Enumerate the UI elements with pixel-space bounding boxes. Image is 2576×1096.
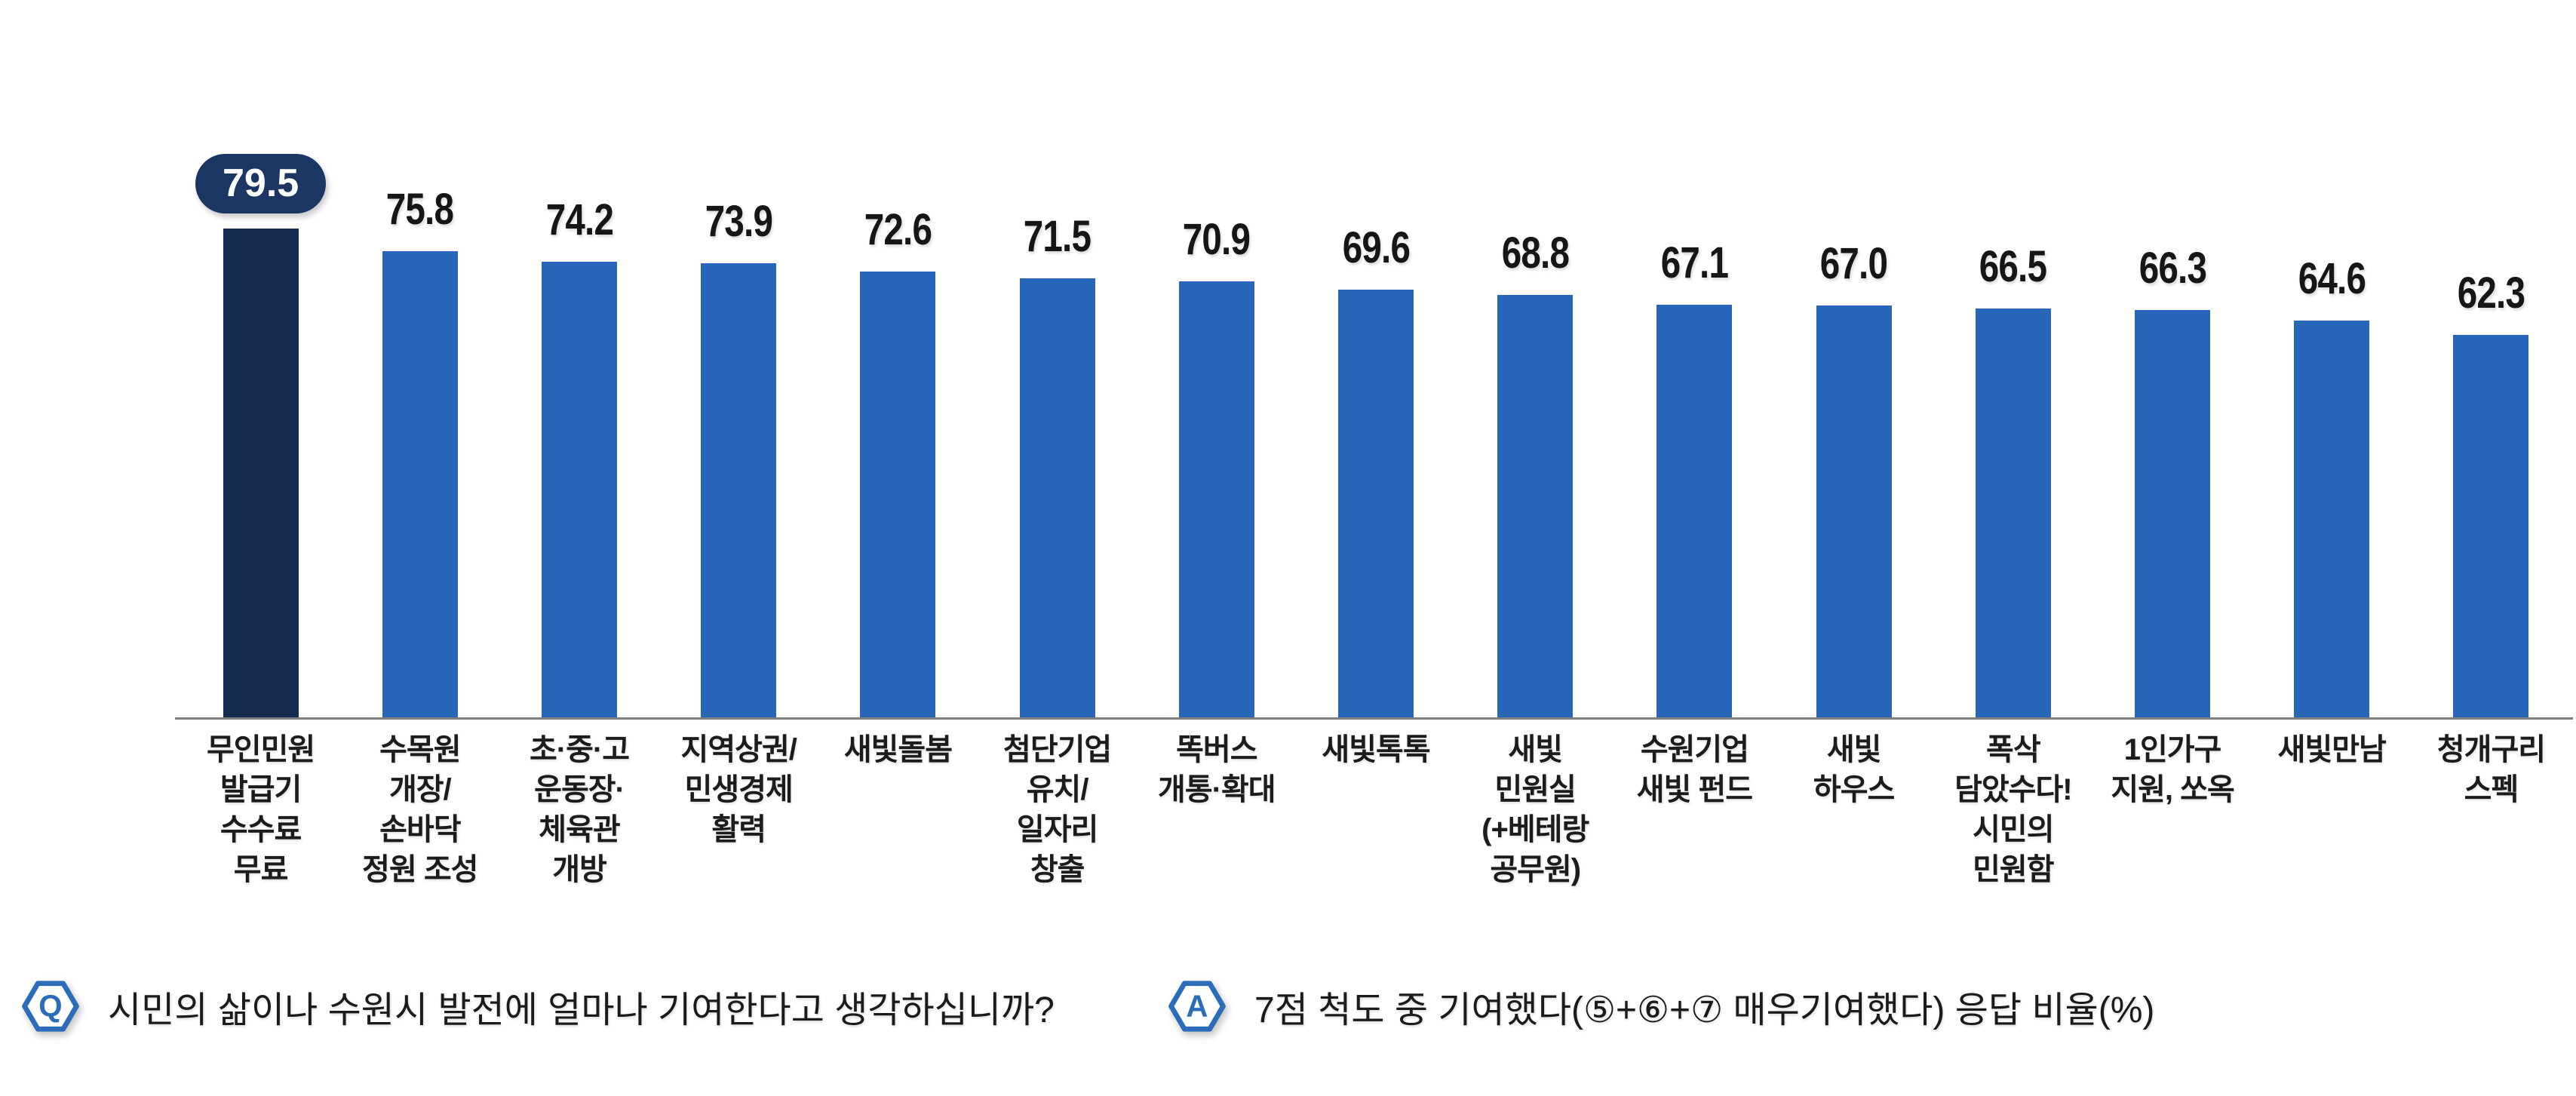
- bar-chart: 79.5 무인민원 발급기 수수료 무료 75.8 수목원 개장/손바닥 정원 조성 74…: [175, 0, 2573, 886]
- bar: [1656, 305, 1733, 718]
- bar-value-label: 74.2: [545, 195, 613, 245]
- bar-value-label: 72.6: [864, 205, 932, 255]
- bar: [860, 272, 936, 718]
- category-label: 수목원 개장/손바닥 정원 조성: [362, 733, 478, 886]
- bar: [542, 262, 617, 718]
- question-badge-letter: Q: [38, 988, 62, 1023]
- bar-value-label: 62.3: [2457, 269, 2525, 318]
- bar: [382, 251, 458, 718]
- answer-row: A 7점 척도 중 기여했다(⑤+⑥+⑦ 매우기여했다) 응답 비율(%): [1165, 975, 2154, 1038]
- bar-column: 62.3 청개구리 스펙: [2412, 0, 2571, 806]
- bar-column: 67.0 새빛 하우스: [1774, 0, 1933, 806]
- bar: [2453, 335, 2529, 718]
- x-axis-baseline: [175, 717, 2573, 720]
- category-label: 수원기업 새빛 펀드: [1636, 733, 1753, 806]
- bar: [223, 229, 299, 718]
- answer-badge-letter: A: [1186, 988, 1208, 1023]
- bar-value-label: 69.6: [1342, 223, 1410, 273]
- category-label: 지역상권/민생경제 활력: [680, 733, 797, 846]
- category-label: 새빛 민원실 (+베테랑 공무원): [1481, 733, 1589, 886]
- category-label: 초·중·고 운동장· 체육관 개방: [529, 733, 630, 886]
- question-hexagon-icon: Q: [22, 981, 79, 1032]
- bar-column: 64.6 새빛만남: [2252, 0, 2412, 766]
- category-label: 무인민원 발급기 수수료 무료: [207, 733, 315, 886]
- bar: [1975, 309, 2051, 718]
- bar-column: 72.6 새빛돌봄: [818, 0, 978, 766]
- category-label: 새빛만남: [2277, 733, 2387, 766]
- bar-column: 75.8 수목원 개장/손바닥 정원 조성: [340, 0, 499, 886]
- bar-value-label: 73.9: [705, 197, 773, 247]
- bar-value-label: 75.8: [386, 185, 454, 235]
- value-badge: 79.5: [195, 154, 327, 213]
- bar: [701, 263, 777, 718]
- bar-column: 74.2 초·중·고 운동장· 체육관 개방: [499, 0, 659, 886]
- category-label: 1인가구 지원, 쏘옥: [2111, 733, 2234, 806]
- bar-column: 70.9 똑버스 개통·확대: [1137, 0, 1296, 806]
- bar-column: 69.6 새빛톡톡: [1296, 0, 1455, 766]
- category-label: 첨단기업 유치/일자리 창출: [1003, 733, 1112, 886]
- bar-column: 66.3 1인가구 지원, 쏘옥: [2092, 0, 2252, 806]
- answer-hexagon-icon: A: [1168, 981, 1226, 1032]
- category-label: 새빛돌봄: [843, 733, 953, 766]
- bar: [1019, 278, 1095, 718]
- answer-text: 7점 척도 중 기여했다(⑤+⑥+⑦ 매우기여했다) 응답 비율(%): [1254, 990, 2155, 1030]
- bar: [1816, 305, 1892, 718]
- bar-value-label: 70.9: [1183, 215, 1251, 265]
- bar-column: 66.5 폭삭 담았수다! 시민의 민원함: [1933, 0, 2092, 886]
- bar-column: 67.1 수원기업 새빛 펀드: [1615, 0, 1774, 806]
- bar-value-label: 66.5: [1979, 242, 2047, 292]
- bar-column: 73.9 지역상권/민생경제 활력: [659, 0, 818, 846]
- bar-value-label: 64.6: [2298, 254, 2366, 304]
- bar-value-label: 67.1: [1660, 238, 1729, 288]
- question-text: 시민의 삶이나 수원시 발전에 얼마나 기여한다고 생각하십니까?: [108, 990, 1055, 1030]
- category-label: 청개구리 스펙: [2436, 733, 2546, 806]
- bar-columns: 79.5 무인민원 발급기 수수료 무료 75.8 수목원 개장/손바닥 정원 조성 74…: [181, 0, 2571, 886]
- bar-column: 68.8 새빛 민원실 (+베테랑 공무원): [1456, 0, 1615, 886]
- bar: [1497, 295, 1574, 718]
- bar-value-label: 67.0: [1819, 239, 1888, 289]
- bar-column: 79.5 무인민원 발급기 수수료 무료: [181, 0, 340, 886]
- bar-column: 71.5 첨단기업 유치/일자리 창출: [978, 0, 1137, 886]
- category-label: 폭삭 담았수다! 시민의 민원함: [1954, 733, 2073, 886]
- bar-value-label: 66.3: [2138, 244, 2206, 293]
- bar-value-label: 71.5: [1023, 212, 1091, 262]
- bar: [2135, 310, 2211, 718]
- category-label: 똑버스 개통·확대: [1158, 733, 1276, 806]
- bar: [1178, 281, 1254, 718]
- category-label: 새빛 하우스: [1813, 733, 1895, 806]
- bar-value-label: 68.8: [1501, 229, 1570, 278]
- question-row: Q 시민의 삶이나 수원시 발전에 얼마나 기여한다고 생각하십니까?: [19, 975, 1055, 1038]
- bar: [2294, 321, 2370, 718]
- bar: [1338, 290, 1414, 718]
- category-label: 새빛톡톡: [1322, 733, 1430, 766]
